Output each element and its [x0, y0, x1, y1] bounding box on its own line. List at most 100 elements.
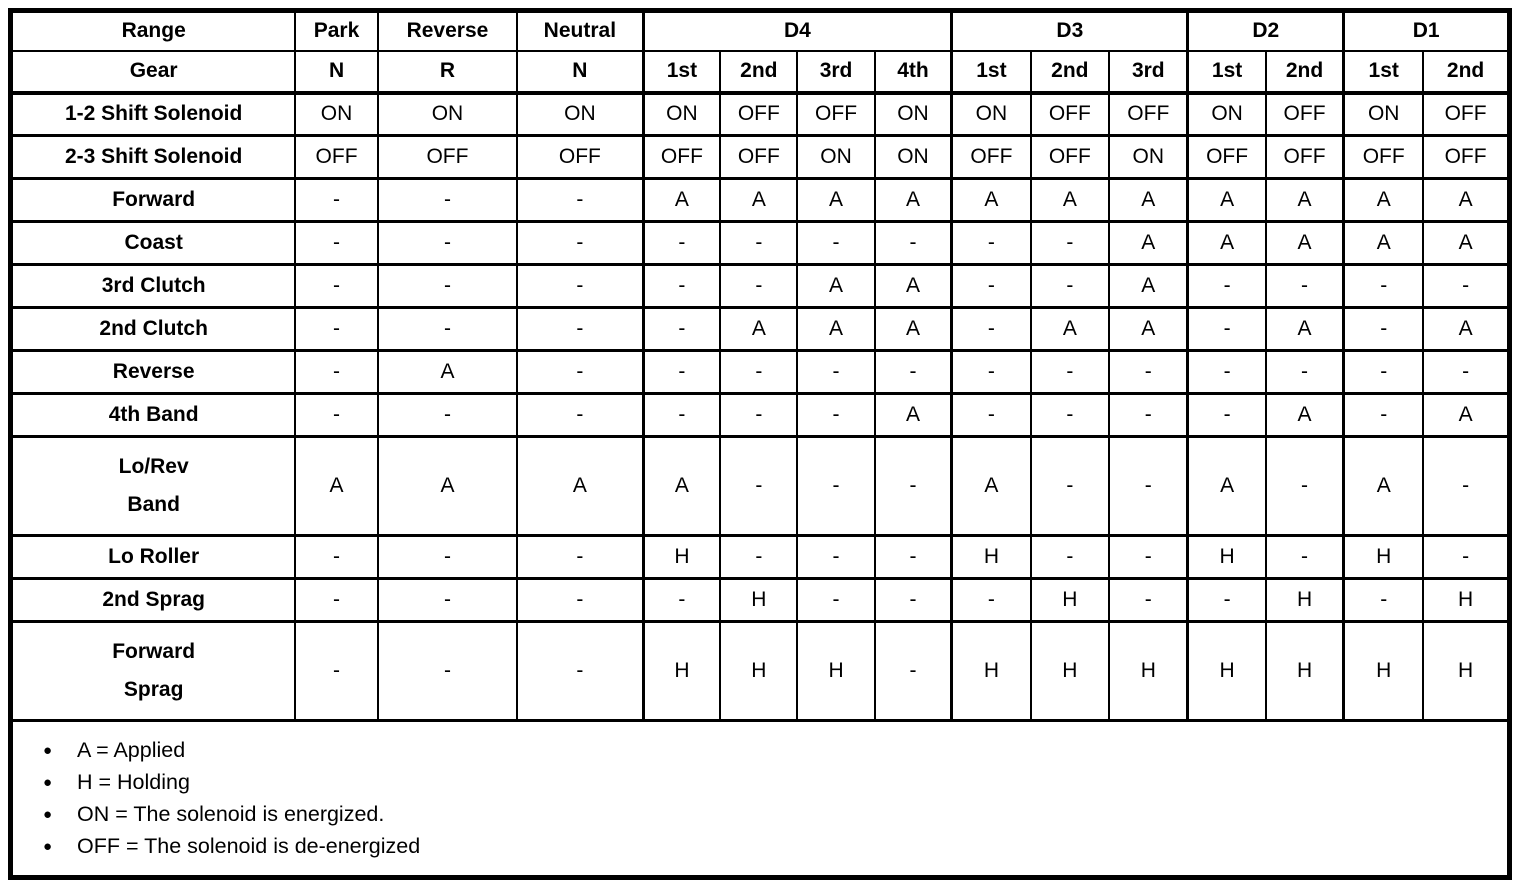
value-cell: -: [1029, 349, 1111, 395]
value-cell: A: [641, 177, 722, 223]
range-group-header-park: Park: [294, 9, 379, 52]
value-cell: A: [719, 177, 799, 223]
value-cell: -: [873, 577, 953, 623]
bullet-icon: ●: [43, 774, 53, 791]
value-cell: -: [1264, 349, 1345, 395]
table-row: 1-2 Shift Solenoid ON ON ON ON OFF OFF ON ON OFF O…: [9, 91, 1511, 137]
value-cell: -: [294, 177, 379, 223]
value-cell: -: [873, 620, 953, 722]
value-cell: -: [873, 349, 953, 395]
value-cell: -: [719, 349, 799, 395]
value-cell: OFF: [1108, 91, 1189, 137]
value-cell: -: [950, 349, 1032, 395]
value-cell: -: [950, 220, 1032, 266]
value-cell: A: [1264, 392, 1345, 438]
value-cell: -: [516, 534, 645, 580]
value-cell: -: [796, 435, 876, 537]
range-header-label: Range: [9, 9, 297, 52]
value-cell: H: [1342, 534, 1425, 580]
gear-header-cell: R: [376, 49, 519, 95]
row-label-lines: Lo/Rev Band: [13, 440, 293, 532]
value-cell: -: [1186, 577, 1267, 623]
value-cell: -: [516, 392, 645, 438]
value-cell: ON: [1108, 134, 1189, 180]
value-cell: A: [1422, 392, 1511, 438]
value-cell: -: [873, 435, 953, 537]
table-row: 3rd Clutch - - - - - A A - - A - - - -: [9, 263, 1511, 309]
legend-item: ● H = Holding: [43, 770, 1507, 795]
value-cell: -: [294, 392, 379, 438]
table-row: 2nd Clutch - - - - A A A - A A - A - A: [9, 306, 1511, 352]
value-cell: -: [1342, 392, 1425, 438]
value-cell: -: [1186, 349, 1267, 395]
value-cell: -: [796, 392, 876, 438]
gear-header-cell: 2nd: [1264, 49, 1345, 95]
range-group-header-neutral: Neutral: [516, 9, 645, 52]
table-row: Lo/Rev Band A A A A - - - A - - A - A -: [9, 435, 1511, 537]
value-cell: A: [1108, 220, 1189, 266]
value-cell: A: [796, 263, 876, 309]
value-cell: A: [873, 177, 953, 223]
value-cell: A: [376, 349, 519, 395]
legend-text: H = Holding: [77, 770, 190, 794]
value-cell: -: [1108, 349, 1189, 395]
value-cell: -: [294, 263, 379, 309]
value-cell: -: [1186, 392, 1267, 438]
value-cell: -: [376, 306, 519, 352]
value-cell: -: [641, 392, 722, 438]
value-cell: -: [376, 220, 519, 266]
value-cell: OFF: [1186, 134, 1267, 180]
value-cell: -: [294, 620, 379, 722]
value-cell: -: [796, 220, 876, 266]
value-cell: OFF: [950, 134, 1032, 180]
range-group-header-d3: D3: [950, 9, 1189, 52]
value-cell: A: [1029, 306, 1111, 352]
legend-item: ● A = Applied: [43, 738, 1507, 763]
value-cell: -: [516, 177, 645, 223]
value-cell: -: [1422, 349, 1511, 395]
value-cell: OFF: [516, 134, 645, 180]
value-cell: H: [1029, 577, 1111, 623]
value-cell: OFF: [1264, 134, 1345, 180]
value-cell: -: [796, 349, 876, 395]
value-cell: A: [1108, 177, 1189, 223]
value-cell: -: [376, 263, 519, 309]
value-cell: H: [950, 534, 1032, 580]
value-cell: -: [1342, 349, 1425, 395]
chart-body: 1-2 Shift Solenoid ON ON ON ON OFF OFF ON ON OFF O…: [9, 91, 1511, 722]
gear-header-cell: 1st: [950, 49, 1032, 95]
value-cell: OFF: [1422, 91, 1511, 137]
value-cell: A: [873, 263, 953, 309]
table-row: 4th Band - - - - - - A - - - - A - A: [9, 392, 1511, 438]
row-label: 2nd Clutch: [9, 306, 297, 352]
value-cell: -: [1186, 306, 1267, 352]
value-cell: -: [516, 306, 645, 352]
value-cell: -: [1029, 534, 1111, 580]
value-cell: OFF: [796, 91, 876, 137]
legend-cell: ● A = Applied ● H = Holding ● ON = The soleno…: [9, 719, 1511, 879]
value-cell: A: [516, 435, 645, 537]
value-cell: -: [1029, 435, 1111, 537]
row-label-line: Forward: [112, 639, 196, 663]
row-label: 4th Band: [9, 392, 297, 438]
value-cell: ON: [376, 91, 519, 137]
gear-header-cell: 2nd: [719, 49, 799, 95]
value-cell: OFF: [719, 91, 799, 137]
value-cell: A: [1422, 220, 1511, 266]
value-cell: -: [1029, 220, 1111, 266]
value-cell: -: [950, 392, 1032, 438]
value-cell: A: [1186, 220, 1267, 266]
value-cell: -: [516, 620, 645, 722]
value-cell: -: [294, 534, 379, 580]
value-cell: H: [1186, 620, 1267, 722]
value-cell: A: [950, 435, 1032, 537]
value-cell: ON: [1186, 91, 1267, 137]
chart-header: Range Park Reverse Neutral D4 D3 D2 D1 Gear N R N 1s…: [9, 9, 1511, 95]
bullet-icon: ●: [43, 806, 53, 823]
value-cell: A: [1186, 435, 1267, 537]
value-cell: A: [376, 435, 519, 537]
value-cell: -: [873, 534, 953, 580]
value-cell: H: [1264, 577, 1345, 623]
value-cell: -: [950, 263, 1032, 309]
table-row: Forward - - - A A A A A A A A A A A: [9, 177, 1511, 223]
